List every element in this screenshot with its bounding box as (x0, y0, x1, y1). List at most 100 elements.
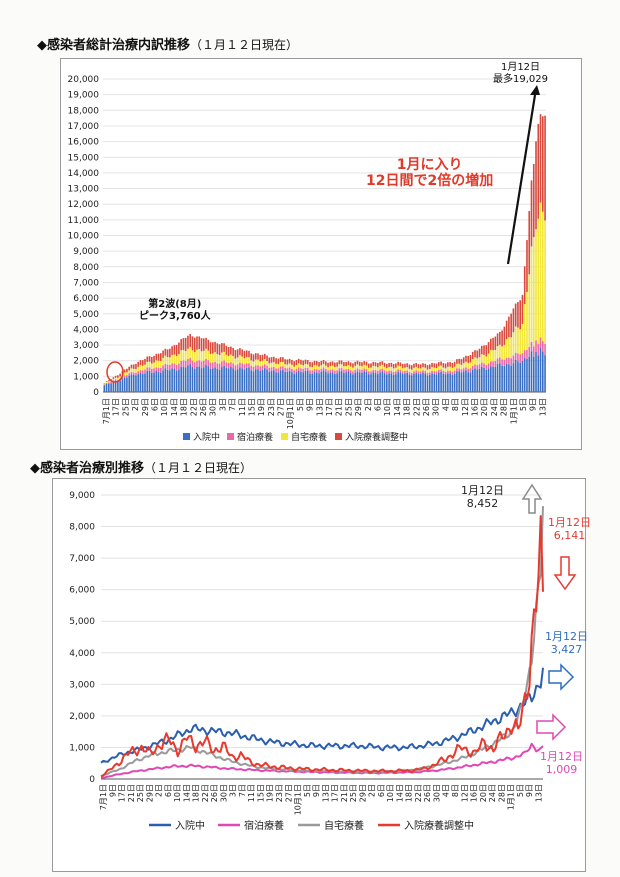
chart1-bar-segment (266, 355, 268, 361)
chart1-bar-segment (451, 367, 454, 372)
chart1-bar-segment (279, 362, 282, 367)
chart1-bar-segment (408, 368, 411, 373)
chart2-legend-label: 宿泊療養 (244, 819, 284, 832)
chart1-bar-segment (252, 366, 255, 372)
chart2-x-tick-label: 10日 (386, 784, 395, 802)
chart1-bar-segment (295, 369, 298, 373)
chart1-bar-segment (263, 353, 266, 360)
chart1-bar-segment (478, 364, 481, 369)
chart1-bar-segment (503, 366, 506, 392)
chart1-bar-segment (182, 349, 185, 361)
chart1-x-tick-label: 17日 (112, 398, 121, 416)
chart1-y-tick-label: 2,000 (73, 357, 99, 367)
chart1-bar-segment (467, 355, 470, 363)
chart1-bar-segment (347, 364, 350, 369)
chart1-x-tick-label: 2日 (131, 398, 140, 411)
chart1-bar-segment (539, 347, 542, 392)
chart1-bar-segment (334, 366, 336, 371)
chart1-bar-segment (216, 363, 219, 369)
chart1-bar-segment (417, 364, 420, 369)
chart1-bar-segment (227, 362, 230, 369)
chart1-bar-segment (180, 339, 182, 351)
max-value-label: 最多19,029 (493, 73, 548, 85)
chart1-bar-segment (132, 372, 135, 375)
chart2-legend-label: 入院中 (175, 819, 205, 832)
chart1-bar-segment (327, 362, 329, 368)
chart1-bar-segment (282, 357, 284, 362)
chart1-start-circle (106, 361, 124, 383)
chart1-bar-segment (254, 365, 257, 370)
chart1-bar-segment (232, 363, 234, 369)
chart1-bar-segment (374, 370, 377, 373)
chart1-bar-segment (313, 365, 316, 370)
chart1-bar-segment (419, 371, 422, 375)
chart1-bar-segment (471, 365, 474, 370)
chart1-bar-segment (245, 367, 248, 392)
chart1-bar-segment (119, 380, 121, 392)
chart1-bar-segment (146, 361, 149, 368)
chart1-bar-segment (447, 362, 449, 367)
chart1-bar-segment (205, 337, 207, 349)
chart1-bar-segment (343, 372, 345, 392)
chart1-bar-segment (471, 358, 474, 366)
chart1-bar-segment (541, 351, 544, 392)
chart1-bar-segment (169, 348, 171, 358)
chart1-bar-segment (108, 382, 110, 384)
chart1-bar-segment (334, 362, 336, 367)
chart1-bar-segment (173, 363, 176, 369)
chart1-bar-segment (514, 303, 517, 327)
chart1-x-tick-label: 29日 (354, 398, 363, 416)
chart1-x-tick-label: 2日 (364, 398, 373, 411)
chart1-y-tick-label: 20,000 (68, 75, 100, 85)
chart1-bar-segment (225, 354, 228, 363)
chart1-bar-segment (191, 336, 194, 351)
chart1-bar-segment (431, 362, 433, 368)
chart1-bar-segment (449, 370, 451, 374)
chart1-bar-segment (248, 350, 250, 358)
chart2-title-note: （１月１２日現在） (144, 461, 253, 475)
chart1-bar-segment (361, 369, 363, 373)
chart1-bar-segment (196, 349, 198, 361)
chart2-down-arrow (553, 556, 577, 591)
chart1-bar-segment (155, 370, 158, 392)
chart1-bar-segment (114, 375, 117, 378)
chart1-bar-segment (254, 369, 257, 392)
chart1-bar-segment (146, 367, 149, 371)
chart1-bar-segment (390, 370, 393, 374)
chart1-legend-swatch (335, 433, 342, 440)
chart1-bar-segment (480, 362, 483, 367)
chart2-legend-label: 入院療養調整中 (404, 819, 474, 832)
chart1-bar-segment (386, 363, 388, 369)
chart1-bar-segment (180, 350, 182, 361)
chart1-bar-segment (130, 371, 133, 375)
chart1-bar-segment (126, 375, 128, 378)
chart1-x-tick-label: 29日 (141, 398, 150, 416)
chart1-bar-segment (270, 362, 273, 368)
chart1-bar-segment (273, 362, 275, 367)
chart1-bar-segment (503, 344, 506, 360)
chart1-bar-segment (480, 354, 483, 363)
chart1-bar-segment (273, 356, 275, 363)
chart1-peak-arrow-shaft (506, 94, 537, 265)
chart1-bar-segment (304, 370, 307, 392)
chart1-bar-segment (218, 355, 221, 364)
chart1-bar-segment (485, 356, 488, 365)
chart1-bar-segment (178, 369, 180, 392)
chart1-bar-segment (334, 370, 336, 374)
wave2-label: 第2波(8月) (148, 299, 202, 310)
chart1-bar-segment (306, 364, 309, 368)
chart1-bar-segment (114, 379, 117, 382)
chart1-bar-segment (144, 369, 146, 374)
chart1-bar-segment (537, 218, 540, 345)
chart1-bar-segment (419, 374, 422, 392)
hotel-date-label: 1月12日 (540, 750, 583, 763)
increase-label-2: 12日間で2倍の増加 (366, 173, 494, 190)
chart1-bar-segment (153, 372, 155, 392)
chart1-bar-segment (146, 370, 149, 392)
chart1-bar-segment (257, 369, 259, 392)
chart1-bar-segment (223, 351, 225, 361)
chart1-bar-segment (180, 360, 182, 367)
chart2-x-tick-label: 27日 (284, 784, 293, 802)
chart1-bar-segment (383, 362, 386, 367)
chart1-bar-segment (535, 340, 537, 352)
